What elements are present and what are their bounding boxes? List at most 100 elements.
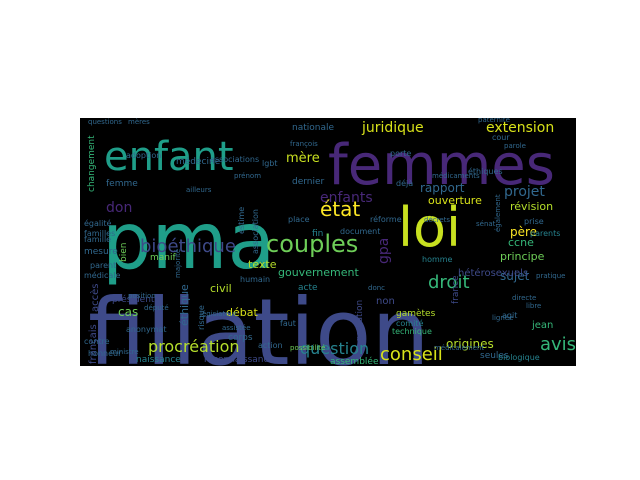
word-14: état — [320, 197, 360, 221]
word-9: question — [300, 339, 369, 358]
word-67: médicale — [84, 270, 121, 280]
word-55: document — [340, 227, 380, 236]
word-31: éthique — [178, 284, 191, 326]
word-38: origines — [446, 337, 494, 351]
word-29: ccne — [508, 236, 534, 249]
word-68: changement — [87, 135, 97, 192]
word-102: prénom — [234, 172, 261, 180]
word-70: bien — [119, 243, 129, 262]
word-87: place — [288, 215, 310, 224]
word-23: don — [106, 200, 132, 216]
word-45: biologique — [498, 353, 540, 362]
word-85: risque — [197, 305, 206, 330]
word-65: parent — [90, 261, 116, 270]
word-66: familles — [84, 229, 115, 238]
word-91: honneur — [88, 349, 122, 358]
word-44: seules — [480, 351, 509, 361]
word-107: paternité — [478, 118, 510, 124]
word-82: françois — [290, 140, 318, 148]
word-86: estime — [237, 207, 246, 234]
word-106: pratique — [536, 272, 566, 280]
word-19: ouverture — [428, 194, 482, 207]
word-69: manif — [150, 253, 176, 263]
word-24: texte — [248, 258, 277, 271]
word-18: rapport — [420, 181, 465, 195]
word-54: fin — [312, 229, 323, 239]
word-21: gpa — [376, 238, 392, 264]
word-98: lgbt — [262, 159, 278, 168]
word-37: égalité — [84, 218, 111, 228]
word-33: cas — [118, 305, 138, 319]
word-74: corps — [228, 333, 253, 343]
word-97: associations — [210, 155, 259, 164]
word-101: déjà — [396, 178, 413, 188]
word-47: non — [376, 296, 395, 307]
word-32: débat — [226, 306, 258, 319]
word-48: gestation — [355, 300, 365, 342]
word-52: acte — [298, 283, 318, 293]
word-40: français — [88, 324, 99, 364]
word-93: éthiques — [468, 166, 503, 176]
word-39: jean — [531, 320, 553, 331]
word-108: directe — [512, 294, 536, 302]
word-80: parole — [504, 142, 526, 150]
word-103: décrets — [424, 216, 450, 224]
word-104: ailleurs — [186, 186, 212, 194]
word-5: couples — [266, 230, 358, 258]
word-89: humain — [240, 275, 270, 284]
word-41: naissance — [136, 355, 181, 365]
word-72: contre — [84, 337, 110, 346]
word-2: femmes — [328, 133, 555, 198]
word-56: réforme — [370, 214, 402, 224]
word-100: position — [128, 292, 156, 300]
word-111: libre — [526, 302, 541, 310]
word-59: nationale — [292, 123, 334, 133]
word-36: accès — [89, 284, 101, 313]
word-30: parents — [530, 229, 560, 238]
word-83: questions — [88, 118, 122, 126]
word-73: ministre — [110, 348, 139, 356]
word-22: père — [510, 225, 537, 239]
word-94: médicaments — [432, 172, 480, 180]
word-90: législateur — [200, 310, 237, 318]
word-13: extension — [486, 120, 554, 136]
word-105: médicalement — [434, 344, 484, 352]
word-10: avis — [540, 334, 576, 355]
word-58: dernier — [292, 177, 325, 187]
word-110: sénat — [476, 220, 496, 228]
word-88: député — [144, 304, 169, 312]
word-17: projet — [504, 184, 545, 200]
word-51: comité — [396, 318, 423, 328]
word-11: droit — [428, 272, 470, 293]
word-78: possibilité — [290, 344, 325, 352]
word-6: bioéthique — [140, 236, 236, 257]
word-112: lignée — [492, 314, 513, 322]
word-84: mères — [128, 118, 150, 126]
word-4: enfant — [104, 134, 234, 180]
word-71: anonymat — [126, 325, 167, 334]
word-77: agit — [502, 311, 517, 320]
word-53: homme — [422, 255, 453, 264]
word-99: majorité — [174, 249, 182, 278]
word-35: civil — [210, 282, 232, 295]
word-3: loi — [398, 196, 461, 259]
word-64: mesure — [84, 247, 118, 257]
word-49: gamètes — [396, 308, 436, 319]
word-62: famille — [84, 235, 111, 244]
word-34: président — [112, 294, 155, 305]
word-57: association — [251, 209, 260, 254]
word-12: juridique — [361, 120, 424, 136]
word-1: pma — [102, 197, 275, 287]
word-8: conseil — [380, 344, 443, 365]
word-0: filiation — [88, 279, 430, 366]
word-46: france — [451, 275, 461, 304]
word-28: hétérosexuels — [458, 267, 528, 279]
word-76: faut — [280, 319, 296, 328]
word-7: procréation — [148, 337, 240, 356]
word-109: donc — [368, 284, 385, 292]
word-27: sujet — [500, 269, 530, 283]
word-16: mère — [286, 151, 320, 166]
word-42: reconnaissance — [204, 355, 274, 365]
word-cloud: filiation pma femmes loi enfant couples bioéth… — [80, 118, 576, 366]
word-63: femme — [106, 179, 138, 189]
